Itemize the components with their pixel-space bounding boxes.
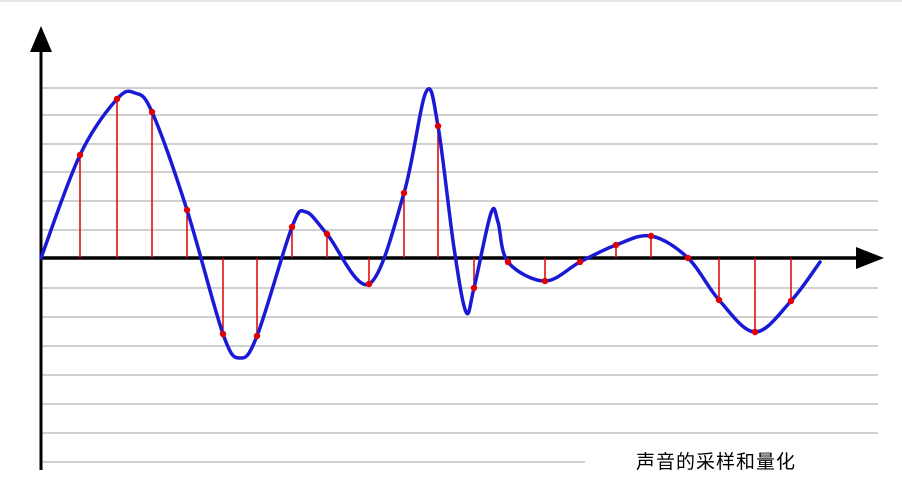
sample-point xyxy=(787,297,795,305)
sample-point xyxy=(434,122,442,130)
sample-point xyxy=(323,230,331,238)
axes xyxy=(30,26,884,470)
sample-point xyxy=(400,189,408,197)
sample-stems xyxy=(79,99,792,336)
sample-point xyxy=(470,284,478,292)
sample-point xyxy=(541,277,549,285)
sample-point xyxy=(253,332,261,340)
quantization-grid xyxy=(41,87,878,463)
x-axis-arrow xyxy=(856,247,884,269)
sample-point xyxy=(288,223,296,231)
sample-point xyxy=(76,151,84,159)
sample-point xyxy=(219,330,227,338)
sample-point xyxy=(612,241,620,249)
sample-point xyxy=(183,206,191,214)
caption: 声音的采样和量化 xyxy=(636,451,797,473)
sample-points xyxy=(76,95,795,340)
sample-point xyxy=(576,258,584,266)
sample-point xyxy=(684,254,692,262)
sample-point xyxy=(148,108,156,116)
sample-point xyxy=(504,258,512,266)
y-axis-arrow xyxy=(30,26,52,52)
sample-point xyxy=(751,328,759,336)
sample-point xyxy=(715,296,723,304)
analog-waveform xyxy=(39,87,822,360)
sample-point xyxy=(647,232,655,240)
sample-point xyxy=(365,280,373,288)
sample-point xyxy=(113,95,121,103)
